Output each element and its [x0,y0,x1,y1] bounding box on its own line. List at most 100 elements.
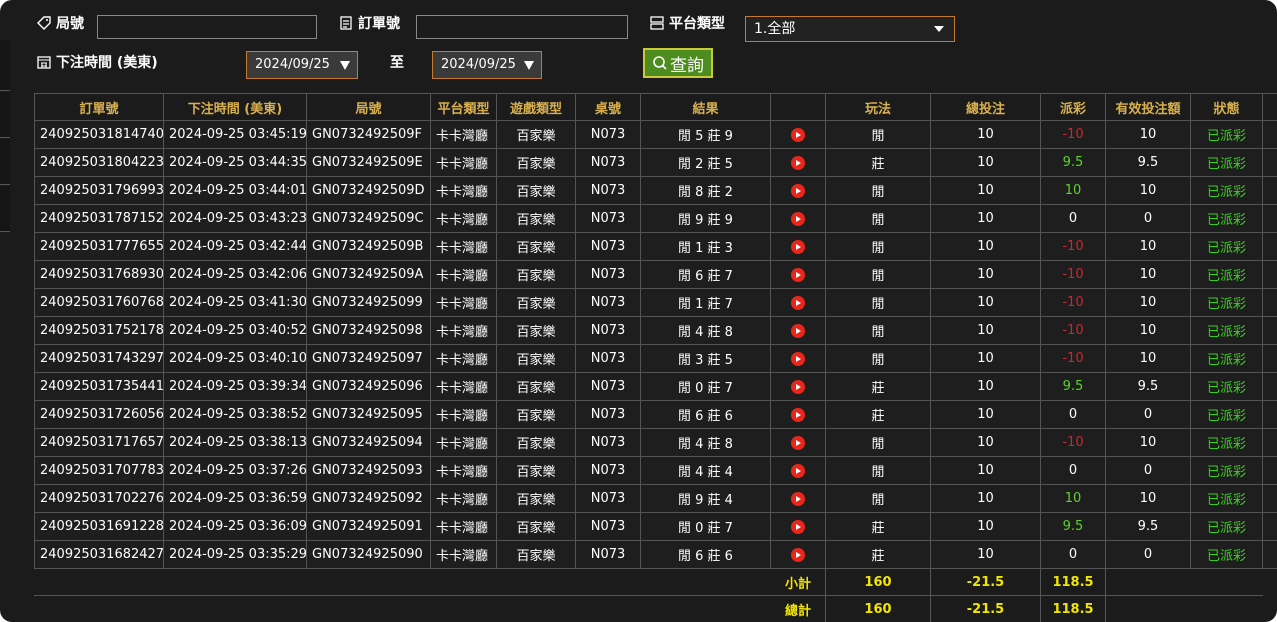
video-play-icon[interactable] [791,379,805,394]
result: 閒 2 莊 5 [640,148,771,177]
order-input[interactable] [416,15,628,39]
record-row: 240925031814740 2024-09-25 03:45:19 GN0732… [34,120,1277,149]
total-bet: 10 [930,344,1041,373]
video-play-icon[interactable] [791,351,805,366]
video-play-icon[interactable] [791,267,805,282]
record-row: 240925031760768 2024-09-25 03:41:30 GN0732… [34,288,1277,317]
video-play-icon[interactable] [791,239,805,254]
game-type: 百家樂 [496,428,576,457]
play: 閒 [825,428,931,457]
payout: 10 [1040,484,1106,513]
play: 莊 [825,540,931,569]
round-no: GN0732492509C [306,204,431,233]
round-no: GN07324925097 [306,344,431,373]
video-play-icon[interactable] [791,295,805,310]
round-input[interactable] [97,15,317,39]
round-no: GN07324925091 [306,512,431,541]
platform-select[interactable]: 1.全部 [745,16,955,42]
total-bet: 10 [930,484,1041,513]
result: 閒 9 莊 4 [640,484,771,513]
video-play-icon[interactable] [791,519,805,534]
video-cell [770,232,826,261]
status: 已派彩 [1190,288,1263,317]
search-button[interactable]: 查詢 [643,48,713,78]
empty-cell [430,595,497,622]
record-row: 240925031717657 2024-09-25 03:38:13 GN0732… [34,428,1277,457]
valid-bet: 9.5 [1105,512,1191,541]
empty-cell [163,595,307,622]
video-play-icon[interactable] [791,323,805,338]
video-play-icon[interactable] [791,407,805,422]
bet-time: 2024-09-25 03:42:06 [163,260,307,289]
payout: 9.5 [1040,372,1106,401]
platform: 卡卡灣廳 [430,512,497,541]
bet-time: 2024-09-25 03:42:44 [163,232,307,261]
video-play-icon[interactable] [791,183,805,198]
round-no: GN07324925090 [306,540,431,569]
payout: -10 [1040,428,1106,457]
side-strip [0,186,10,232]
record-table-wrap: 訂單號 下注時間 (美東) 局號 平台類型 遊戲類型 桌號 結果 玩法 總投注 派彩 有效投注額 狀態… [34,93,1277,622]
play: 莊 [825,400,931,429]
payout: 10 [1040,176,1106,205]
total-bet: 10 [930,204,1041,233]
dropdown-arrow [934,26,944,32]
bet-time: 2024-09-25 03:35:29 [163,540,307,569]
summary-payout: -21.5 [930,568,1041,596]
date-to[interactable]: 2024/09/25 [432,51,542,79]
video-play-icon[interactable] [791,491,805,506]
play-header: 玩法 [825,93,931,121]
empty-cell [34,568,164,596]
game-type: 百家樂 [496,204,576,233]
video-play-icon[interactable] [791,127,805,142]
valid-bet: 0 [1105,540,1191,569]
order-no: 240925031752178 [34,316,164,345]
tag-icon [37,16,51,30]
platform-filter-label: 平台類型 [649,13,725,33]
empty-cell [1105,595,1191,622]
overflow-cell [1262,372,1277,401]
overflow-cell [1262,148,1277,177]
video-play-icon[interactable] [791,435,805,450]
status: 已派彩 [1190,344,1263,373]
record-row: 240925031702276 2024-09-25 03:36:59 GN0732… [34,484,1277,513]
status: 已派彩 [1190,232,1263,261]
result: 閒 3 莊 5 [640,344,771,373]
game-type: 百家樂 [496,484,576,513]
empty-cell [640,568,771,596]
overflow-cell [1262,484,1277,513]
result: 閒 6 莊 6 [640,400,771,429]
empty-cell [1105,568,1191,596]
overflow-cell [1262,232,1277,261]
status: 已派彩 [1190,316,1263,345]
video-play-icon[interactable] [791,155,805,170]
result: 閒 1 莊 3 [640,232,771,261]
result-header: 結果 [640,93,771,121]
status: 已派彩 [1190,512,1263,541]
bet-time: 2024-09-25 03:37:26 [163,456,307,485]
valid-bet: 0 [1105,400,1191,429]
order-no: 240925031814740 [34,120,164,149]
payout: 9.5 [1040,148,1106,177]
video-cell [770,428,826,457]
table-no: N073 [575,512,641,541]
overflow-cell [1262,204,1277,233]
round-no: GN0732492509B [306,232,431,261]
video-cell [770,540,826,569]
table-no: N073 [575,148,641,177]
date-from[interactable]: 2024/09/25 [246,51,358,79]
bet-time: 2024-09-25 03:38:13 [163,428,307,457]
game-type: 百家樂 [496,400,576,429]
record-row: 240925031787152 2024-09-25 03:43:23 GN0732… [34,204,1277,233]
round-no: GN07324925099 [306,288,431,317]
record-row: 240925031691228 2024-09-25 03:36:09 GN0732… [34,512,1277,541]
status: 已派彩 [1190,372,1263,401]
video-play-icon[interactable] [791,547,805,562]
video-play-icon[interactable] [791,211,805,226]
empty-cell [430,568,497,596]
status: 已派彩 [1190,120,1263,149]
status-header: 狀態 [1190,93,1263,121]
doc-icon [340,16,352,30]
video-play-icon[interactable] [791,463,805,478]
empty-cell [163,568,307,596]
